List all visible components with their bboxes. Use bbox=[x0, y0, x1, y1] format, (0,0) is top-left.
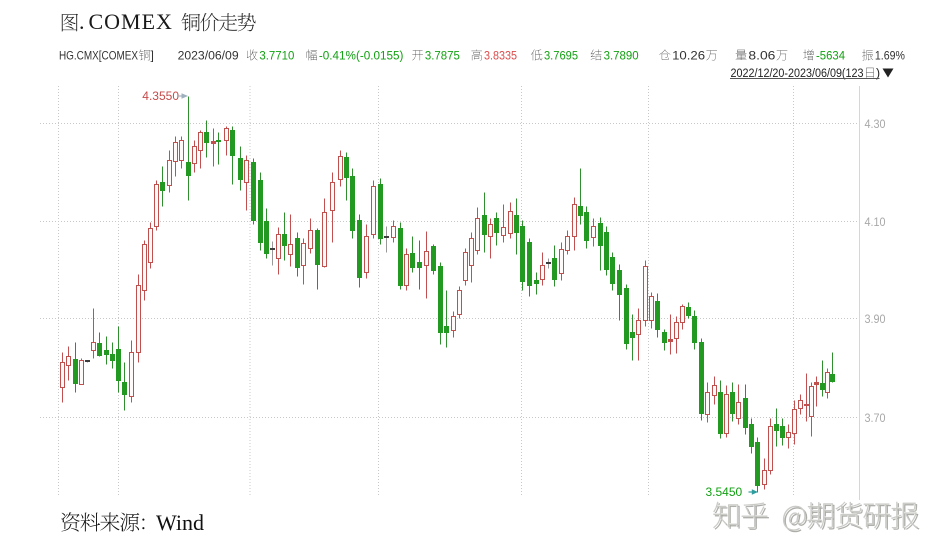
svg-text:3.90: 3.90 bbox=[865, 312, 886, 326]
svg-text:4.3550: 4.3550 bbox=[142, 89, 179, 103]
svg-text:3.5450: 3.5450 bbox=[706, 485, 743, 499]
svg-text:Wind: Wind bbox=[156, 510, 204, 535]
svg-text:8.06: 8.06 bbox=[748, 49, 775, 63]
svg-text:3.7710: 3.7710 bbox=[259, 49, 294, 63]
svg-text:-5634: -5634 bbox=[816, 49, 845, 63]
svg-text:3.70: 3.70 bbox=[865, 411, 886, 425]
svg-text:10.26: 10.26 bbox=[672, 49, 705, 63]
svg-text:1.69%: 1.69% bbox=[875, 49, 905, 63]
svg-text:3.7695: 3.7695 bbox=[544, 49, 578, 63]
svg-text:HG.CMX[COMEX: HG.CMX[COMEX bbox=[59, 49, 138, 63]
svg-text:COMEX: COMEX bbox=[89, 9, 173, 34]
svg-text:3.8335: 3.8335 bbox=[484, 49, 517, 63]
svg-text:4.10: 4.10 bbox=[865, 215, 886, 229]
svg-text:4.30: 4.30 bbox=[865, 117, 886, 131]
svg-text:.: . bbox=[79, 9, 85, 34]
svg-text:2023/06/09: 2023/06/09 bbox=[178, 49, 239, 63]
svg-text:-0.41%(-0.0155): -0.41%(-0.0155) bbox=[319, 49, 404, 63]
svg-text:3.7875: 3.7875 bbox=[425, 49, 460, 63]
svg-text:3.7890: 3.7890 bbox=[604, 49, 639, 63]
svg-text:): ) bbox=[876, 66, 880, 80]
svg-text:2022/12/20-2023/06/09(123: 2022/12/20-2023/06/09(123 bbox=[731, 66, 864, 80]
svg-text:]: ] bbox=[151, 49, 154, 63]
